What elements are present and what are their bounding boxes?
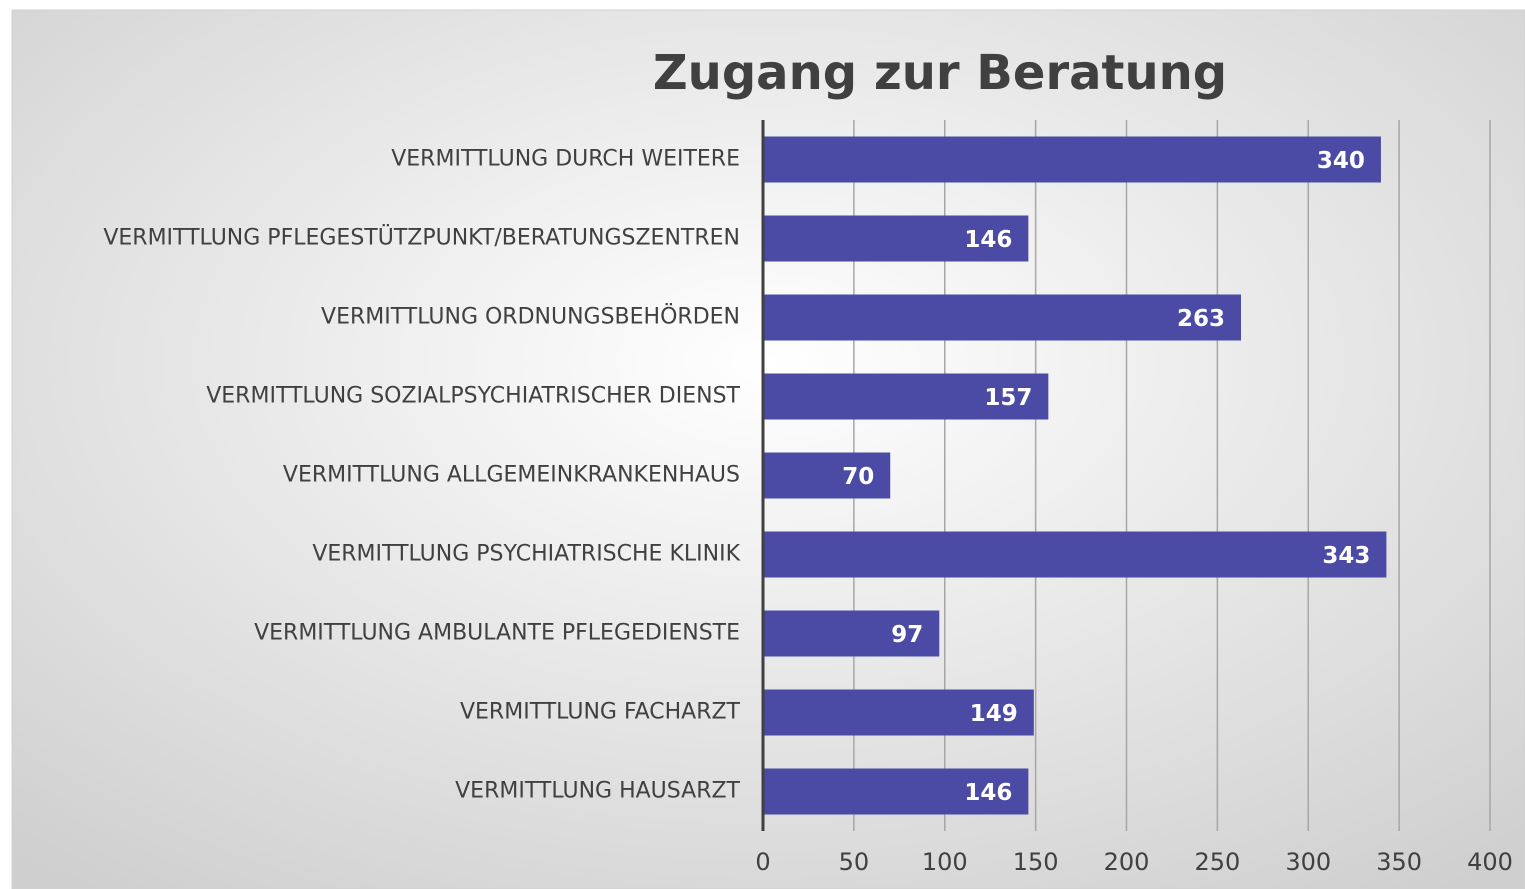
chart-title: Zugang zur Beratung [653, 45, 1227, 101]
y-tick-label: VERMITTLUNG ORDNUNGSBEHÖRDEN [321, 304, 740, 330]
data-label: 263 [1177, 306, 1225, 332]
bar [763, 531, 1387, 578]
bar [763, 136, 1381, 183]
x-tick-label: 300 [1285, 848, 1331, 876]
x-tick-label: 50 [839, 848, 870, 876]
x-tick-label: 250 [1194, 848, 1240, 876]
data-label: 340 [1317, 148, 1365, 174]
y-tick-label: VERMITTLUNG SOZIALPSYCHIATRISCHER DIENST [206, 384, 740, 409]
y-tick-label: VERMITTLUNG AMBULANTE PFLEGEDIENSTE [254, 621, 740, 646]
bar [763, 689, 1034, 736]
data-label: 146 [964, 227, 1012, 253]
data-label: 146 [964, 780, 1012, 806]
data-label: 343 [1322, 543, 1370, 569]
x-tick-label: 0 [755, 848, 770, 876]
data-label: 149 [970, 701, 1018, 727]
y-tick-label: VERMITTLUNG ALLGEMEINKRANKENHAUS [283, 463, 740, 488]
y-tick-label: VERMITTLUNG PFLEGESTÜTZPUNKT/BERATUNGSZE… [103, 225, 740, 251]
bar [763, 452, 891, 499]
x-tick-label: 100 [922, 848, 968, 876]
bar [763, 768, 1029, 815]
y-tick-label: VERMITTLUNG HAUSARZT [455, 779, 740, 804]
x-tick-label: 400 [1467, 848, 1513, 876]
bar [763, 215, 1029, 262]
x-tick-label: 350 [1376, 848, 1422, 876]
bar [763, 373, 1049, 420]
y-tick-label: VERMITTLUNG DURCH WEITERE [391, 147, 740, 172]
data-label: 157 [984, 385, 1032, 411]
bar [763, 294, 1242, 341]
y-tick-label: VERMITTLUNG PSYCHIATRISCHE KLINIK [312, 542, 740, 567]
data-label: 70 [842, 464, 874, 490]
data-label: 97 [891, 622, 923, 648]
y-tick-label: VERMITTLUNG FACHARZT [460, 700, 741, 725]
bar [763, 610, 940, 657]
x-tick-label: 150 [1013, 848, 1059, 876]
x-tick-label: 200 [1104, 848, 1150, 876]
